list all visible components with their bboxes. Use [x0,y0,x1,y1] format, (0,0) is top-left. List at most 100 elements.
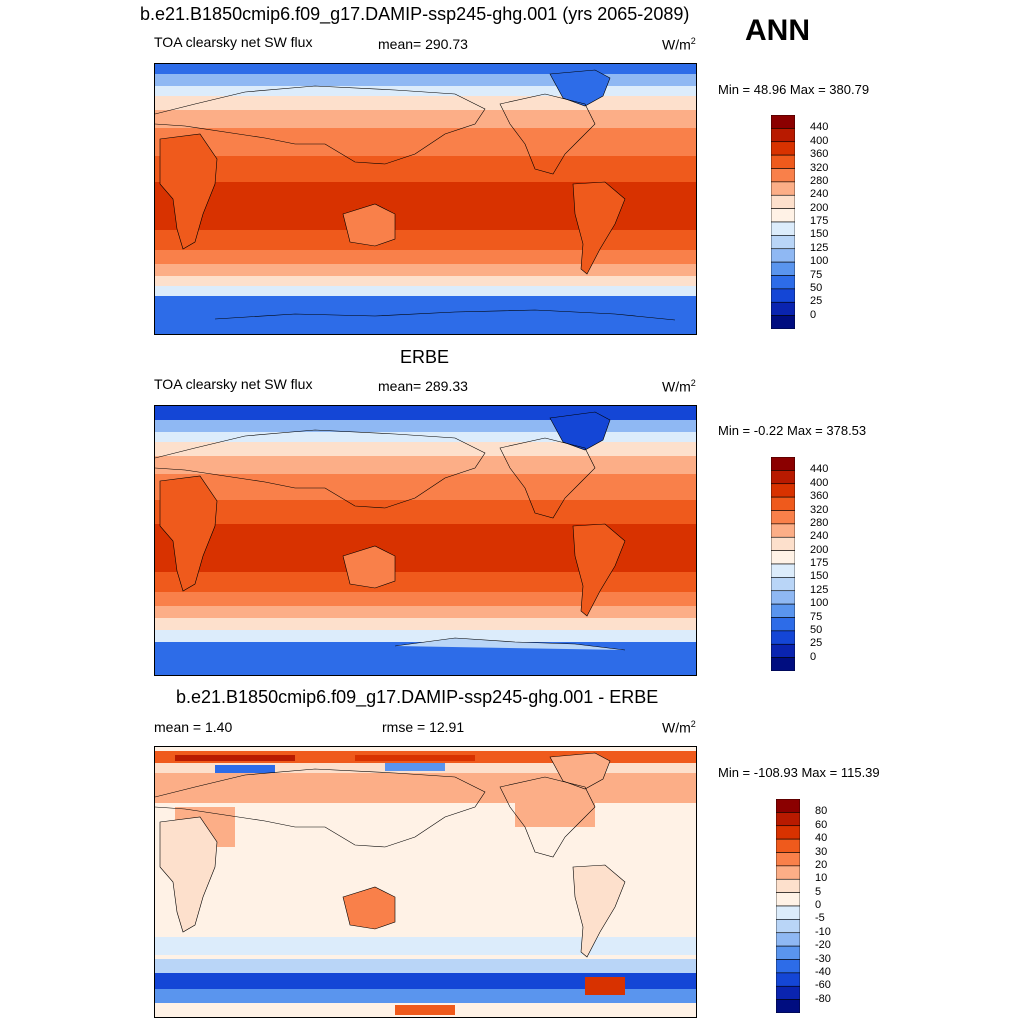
colorbar-swatch [770,496,796,511]
colorbar-tick-label: 400 [810,134,829,147]
panel1-colorbar-svg [770,114,796,330]
colorbar-tick-label: 200 [810,201,829,214]
colorbar-swatch [770,577,796,592]
colorbar-swatch [775,905,801,920]
colorbar-swatch [770,617,796,632]
colorbar-swatch [775,999,801,1014]
colorbar-swatch [770,456,796,471]
colorbar-swatch [775,878,801,893]
colorbar-swatch [770,208,796,223]
colorbar-swatch [770,128,796,143]
colorbar-swatch [770,154,796,169]
colorbar-swatch [775,985,801,1000]
panel1-map-svg [155,64,696,334]
panel3-title: b.e21.B1850cmip6.f09_g17.DAMIP-ssp245-gh… [176,687,659,707]
colorbar-tick-label: 25 [810,295,823,308]
colorbar-tick-label: 360 [810,148,829,161]
colorbar-swatch [770,590,796,605]
panel1-variable: TOA clearsky net SW flux [154,34,313,50]
colorbar-swatch [770,550,796,565]
colorbar-swatch [770,261,796,276]
colorbar-swatch [770,643,796,658]
colorbar-swatch [775,945,801,960]
colorbar-tick-label: 30 [815,845,828,858]
colorbar-tick-label: 320 [810,161,829,174]
colorbar-tick-label: 360 [810,490,829,503]
colorbar-swatch [770,181,796,196]
colorbar-tick-label: 440 [810,121,829,134]
panel3-minmax: Min = -108.93 Max = 115.39 [718,765,880,780]
season-label: ANN [745,14,810,47]
colorbar-swatch [770,301,796,316]
colorbar-tick-label: -40 [815,965,831,978]
colorbar-tick-label: -5 [815,912,825,925]
colorbar-swatch [770,563,796,578]
colorbar-tick-label: 175 [810,557,829,569]
colorbar-tick-label: 320 [810,503,829,516]
colorbar-tick-label: 280 [810,174,829,187]
colorbar-tick-label: 75 [810,268,823,281]
colorbar-swatch [770,470,796,485]
colorbar-tick-label: -20 [815,939,831,952]
panel3-map-svg [155,747,696,1017]
colorbar-tick-label: 125 [810,241,829,254]
colorbar-swatch [775,798,801,813]
panel2-colorbar-svg [770,456,796,672]
colorbar-swatch [770,221,796,236]
panel3-map [154,746,697,1018]
colorbar-swatch [770,510,796,525]
colorbar-swatch [770,141,796,156]
colorbar-tick-label: -60 [815,979,831,992]
colorbar-swatch [775,919,801,934]
panel3-rmse: rmse = 12.91 [382,719,465,735]
colorbar-tick-label: 440 [810,463,829,476]
colorbar-swatch [770,657,796,672]
colorbar-tick-label: 400 [810,476,829,489]
colorbar-swatch [775,825,801,840]
colorbar-tick-label: 0 [815,899,822,911]
colorbar-tick-label: 25 [810,637,823,650]
figure-title: b.e21.B1850cmip6.f09_g17.DAMIP-ssp245-gh… [140,4,690,24]
colorbar-tick-label: -10 [815,925,831,938]
panel2-mean: mean= 289.33 [378,378,468,394]
colorbar-tick-label: 240 [810,530,829,543]
colorbar-swatch [775,838,801,853]
panel2-variable: TOA clearsky net SW flux [154,376,313,392]
colorbar-swatch [770,275,796,290]
panel2-minmax: Min = -0.22 Max = 378.53 [718,423,867,438]
panel2-title: ERBE [400,347,450,367]
colorbar-swatch [775,972,801,987]
colorbar-tick-label: -80 [815,992,831,1005]
colorbar-tick-label: 240 [810,188,829,201]
colorbar-swatch [770,248,796,263]
panel3-units: W/m2 [662,719,696,736]
colorbar-tick-label: 280 [810,516,829,529]
colorbar-tick-label: 80 [815,805,828,818]
colorbar-swatch [775,932,801,947]
colorbar-swatch [770,536,796,551]
colorbar-swatch [770,315,796,330]
colorbar-swatch [770,235,796,250]
colorbar-tick-label: 100 [810,255,829,268]
colorbar-swatch [770,630,796,645]
colorbar-tick-label: 125 [810,583,829,596]
colorbar-tick-label: 50 [810,281,823,294]
colorbar-tick-label: -30 [815,952,831,965]
colorbar-swatch [770,523,796,538]
panel2-units: W/m2 [662,378,696,395]
panel2-colorbar [770,456,796,672]
colorbar-tick-label: 40 [815,832,828,845]
colorbar-swatch [770,483,796,498]
panel3-colorbar [775,798,801,1014]
colorbar-tick-label: 0 [810,308,817,321]
panel1-minmax: Min = 48.96 Max = 380.79 [718,82,870,97]
panel1-colorbar [770,114,796,330]
colorbar-tick-label: 5 [815,885,822,898]
colorbar-tick-label: 175 [810,215,829,227]
panel2-map [154,405,697,676]
colorbar-swatch [775,959,801,974]
panel1-mean: mean= 290.73 [378,36,468,52]
panel1-map [154,63,697,335]
colorbar-swatch [770,288,796,303]
colorbar-tick-label: 75 [810,610,823,623]
